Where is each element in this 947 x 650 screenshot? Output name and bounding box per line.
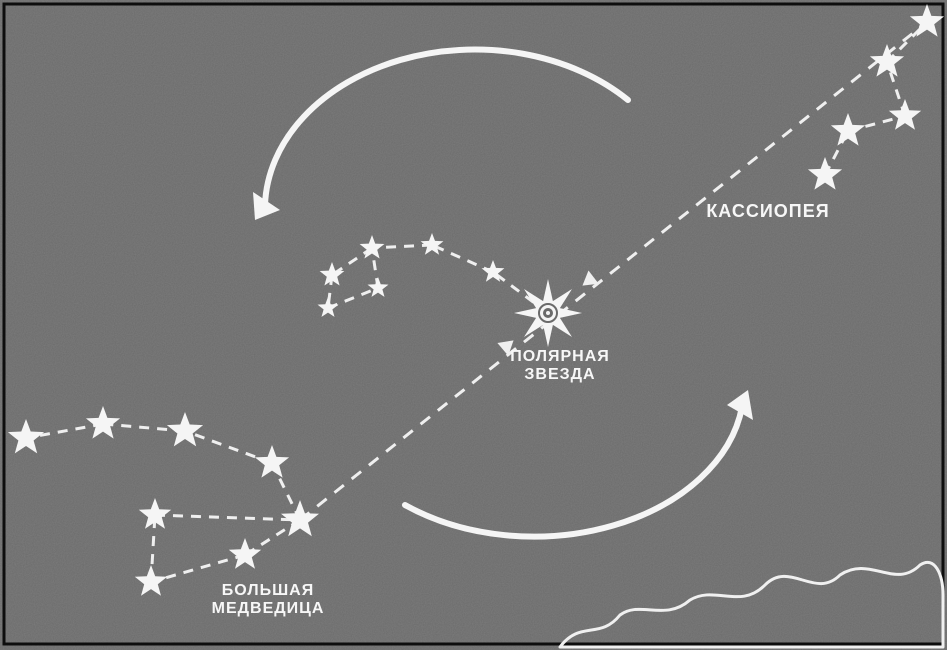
diagram-svg	[0, 0, 947, 650]
sky-grain	[0, 0, 947, 650]
polaris-dot	[546, 311, 550, 315]
star-chart-diagram: ПОЛЯРНАЯ ЗВЕЗДА КАССИОПЕЯ БОЛЬШАЯ МЕДВЕД…	[0, 0, 947, 650]
label-ursa-major: БОЛЬШАЯ МЕДВЕДИЦА	[168, 582, 368, 618]
label-cassiopeia: КАССИОПЕЯ	[668, 201, 868, 222]
label-polaris: ПОЛЯРНАЯ ЗВЕЗДА	[460, 348, 660, 384]
